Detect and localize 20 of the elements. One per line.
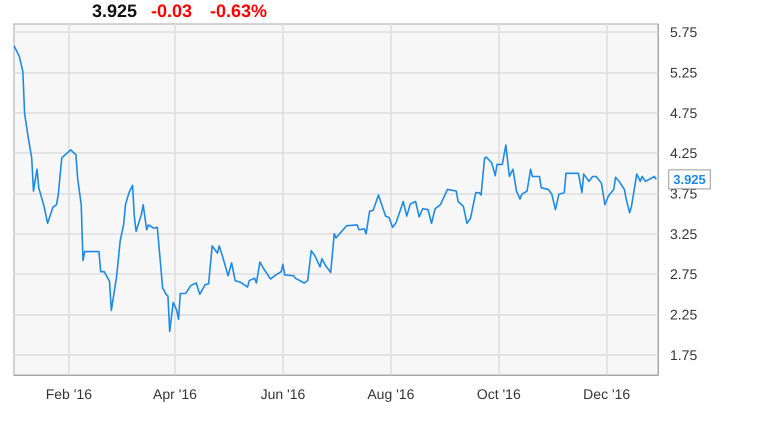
y-tick-label: 1.75 xyxy=(670,346,698,363)
y-tick-label: 3.75 xyxy=(670,185,698,202)
y-tick-label: 4.75 xyxy=(670,104,698,121)
y-tick-label: 5.25 xyxy=(670,64,698,80)
annotation: 3.925 xyxy=(673,172,706,187)
y-tick-label: 2.75 xyxy=(670,266,698,282)
x-tick-label: Feb '16 xyxy=(46,386,92,402)
text: -0.63% xyxy=(210,1,268,21)
x-tick-label: Apr '16 xyxy=(153,386,198,402)
x-tick-label: Aug '16 xyxy=(367,386,415,402)
y-tick-label: 4.25 xyxy=(670,145,698,162)
line-series xyxy=(13,44,658,332)
text: -0.03 xyxy=(151,1,192,21)
x-tick-label: Oct '16 xyxy=(476,386,521,402)
y-tick-label: 5.75 xyxy=(670,24,698,40)
x-tick-label: Jun '16 xyxy=(260,386,306,402)
y-tick-label: 3.25 xyxy=(670,226,698,242)
text: 3.925 xyxy=(92,1,138,21)
x-tick-label: Dec '16 xyxy=(583,386,630,402)
y-tick-label: 2.25 xyxy=(670,306,698,322)
